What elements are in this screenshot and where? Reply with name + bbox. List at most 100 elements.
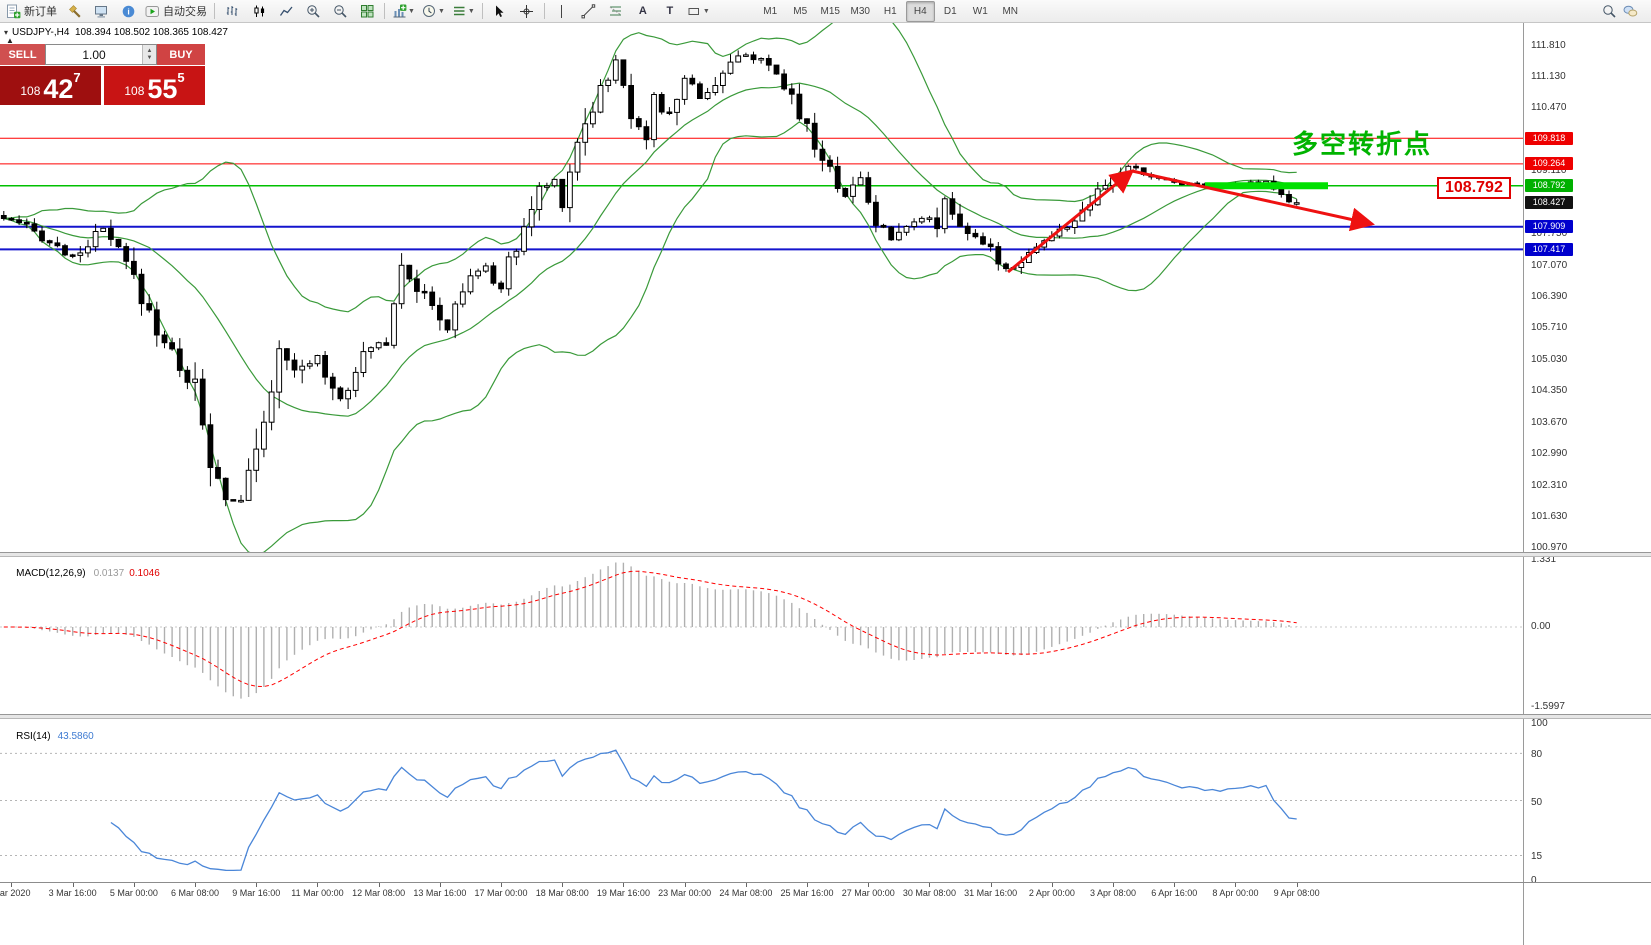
one-click-collapse-icon[interactable]: ▲ [6, 36, 14, 45]
rsi-tick: 15 [1531, 851, 1543, 863]
periods-dropdown[interactable]: ▼ [419, 1, 448, 22]
candlestick-mode-button[interactable] [246, 1, 272, 22]
volume-input[interactable]: 1.00 ▲ ▼ [45, 44, 157, 65]
hammer-icon [67, 4, 82, 19]
macd-name: MACD(12,26,9) [16, 568, 86, 579]
time-label: 6 Apr 16:00 [1151, 888, 1198, 898]
tf-button-h4[interactable]: H4 [905, 0, 935, 22]
time-label: 19 Mar 16:00 [596, 888, 650, 898]
chart-menu-icon[interactable]: ▾ [4, 28, 9, 37]
tf-button-m1[interactable]: M1 [763, 5, 778, 17]
price-tick: 104.350 [1531, 385, 1568, 397]
terminal-button[interactable] [88, 1, 114, 22]
time-label: 6 Mar 08:00 [171, 888, 220, 898]
zoom-out-button[interactable] [327, 1, 353, 22]
dropdown-arrow-icon: ▼ [702, 7, 710, 15]
chart-canvas[interactable] [0, 0, 1523, 945]
market-button[interactable] [61, 1, 87, 22]
new-chart-dropdown[interactable]: ▼ [389, 1, 418, 22]
bar-chart-mode-button[interactable] [219, 1, 245, 22]
indicators-dropdown[interactable]: ▼ [449, 1, 478, 22]
text-tool[interactable]: A [630, 1, 656, 22]
tf-button-m5[interactable]: M5 [793, 5, 808, 17]
community-chat-icon[interactable] [1623, 4, 1638, 19]
time-tick [11, 883, 13, 887]
text-label-tool[interactable]: T [657, 1, 683, 22]
sell-button[interactable]: SELL [0, 44, 45, 65]
autotrade-icon [145, 4, 160, 19]
svg-text:i: i [127, 6, 129, 16]
volume-spinner[interactable]: ▲ ▼ [142, 45, 156, 64]
zoom-in-button[interactable] [300, 1, 326, 22]
price-tick: 106.390 [1531, 291, 1568, 302]
text-tool-icon: A [638, 4, 647, 17]
monitor-icon [94, 4, 109, 19]
tf-button-m15[interactable]: M15 [820, 5, 840, 17]
tf-button-h1[interactable]: H1 [883, 5, 897, 17]
tf-button-d1[interactable]: D1 [943, 5, 957, 17]
autotrade-button[interactable]: 自动交易 [142, 1, 210, 22]
price-tick: 110.470 [1531, 102, 1567, 114]
tf-button-mn[interactable]: MN [1002, 5, 1019, 17]
time-label: 24 Mar 08:00 [719, 888, 773, 898]
symbol-ohlc-text: USDJPY-,H4 108.394 108.502 108.365 108.4… [12, 27, 228, 38]
current-price-tag: 108.427 [1525, 196, 1573, 210]
toolbar-separator [214, 3, 215, 19]
trendline-tool[interactable] [576, 1, 602, 22]
price-line-tag: 109.264 [1525, 157, 1573, 171]
price-scale[interactable]: 111.810 111.130 110.470 109.110 107.750 107.0… [1523, 23, 1651, 945]
time-tick [256, 883, 258, 887]
time-label: 27 Mar 00:00 [841, 888, 895, 898]
time-tick [807, 883, 809, 887]
toolbar-separator [481, 3, 483, 19]
crosshair-tool-button[interactable] [514, 1, 540, 22]
price-tick: 107.750 [1531, 228, 1568, 240]
buy-price-button[interactable]: 108 55 5 [104, 66, 205, 105]
fibonacci-tool[interactable] [603, 1, 629, 22]
cursor-tool-button[interactable] [487, 1, 513, 22]
tf-button-m30[interactable]: M30 [850, 5, 870, 17]
tf-button-w1[interactable]: W1 [972, 5, 988, 17]
time-label: 3 Apr 08:00 [1090, 888, 1137, 898]
time-tick [623, 883, 625, 887]
panel-separator-macd[interactable] [0, 552, 1651, 557]
price-callout-box: 108.792 [1437, 177, 1511, 199]
toolbar-separator [384, 3, 385, 19]
time-tick [1235, 883, 1237, 887]
price-tick: 105.710 [1531, 322, 1568, 334]
new-order-button[interactable]: 新订单 [3, 1, 60, 22]
price-tick: 101.630 [1531, 511, 1568, 523]
volume-value[interactable]: 1.00 [82, 47, 106, 62]
time-label: 3 Mar 16:00 [48, 888, 97, 898]
panel-separator-rsi[interactable] [0, 714, 1651, 719]
buy-button[interactable]: BUY [157, 44, 205, 65]
tile-windows-button[interactable] [354, 1, 380, 22]
price-tick: 109.110 [1531, 165, 1567, 177]
buy-price-pips: 55 [147, 74, 178, 104]
new-order-label: 新订单 [24, 6, 57, 18]
time-label: 17 Mar 00:00 [474, 888, 528, 898]
time-tick [745, 883, 747, 887]
search-icon[interactable] [1602, 4, 1617, 19]
time-label: 8 Apr 00:00 [1212, 888, 1259, 898]
time-tick [439, 883, 441, 887]
time-label: 23 Mar 00:00 [658, 888, 712, 898]
time-scale[interactable]: Mar 2020 3 Mar 16:00 5 Mar 00:00 6 Mar 08:0… [0, 883, 1523, 901]
buy-price-handle: 108 [124, 84, 145, 98]
price-tick: 102.990 [1531, 448, 1568, 460]
shapes-dropdown[interactable]: ▼ [684, 1, 713, 22]
toolbar: 新订单 i 自动交易 ▼ ▼ ▼ A T ▼ M1 M5 M15 M30 H1 H4 D1 W… [0, 0, 1651, 23]
cursor-icon [492, 4, 507, 19]
ohlc-bars-icon [225, 4, 240, 19]
price-line-tag: 109.818 [1525, 131, 1573, 145]
sell-price-button[interactable]: 108 42 7 [0, 66, 101, 105]
time-tick [684, 883, 686, 887]
new-chart-icon [392, 4, 407, 19]
help-button[interactable]: i [115, 1, 141, 22]
line-chart-mode-button[interactable] [273, 1, 299, 22]
turning-point-annotation: 多空转折点 [1292, 129, 1433, 159]
dropdown-arrow-icon: ▼ [437, 7, 445, 15]
vertical-line-tool[interactable] [549, 1, 575, 22]
indicator-list-icon [452, 4, 467, 19]
